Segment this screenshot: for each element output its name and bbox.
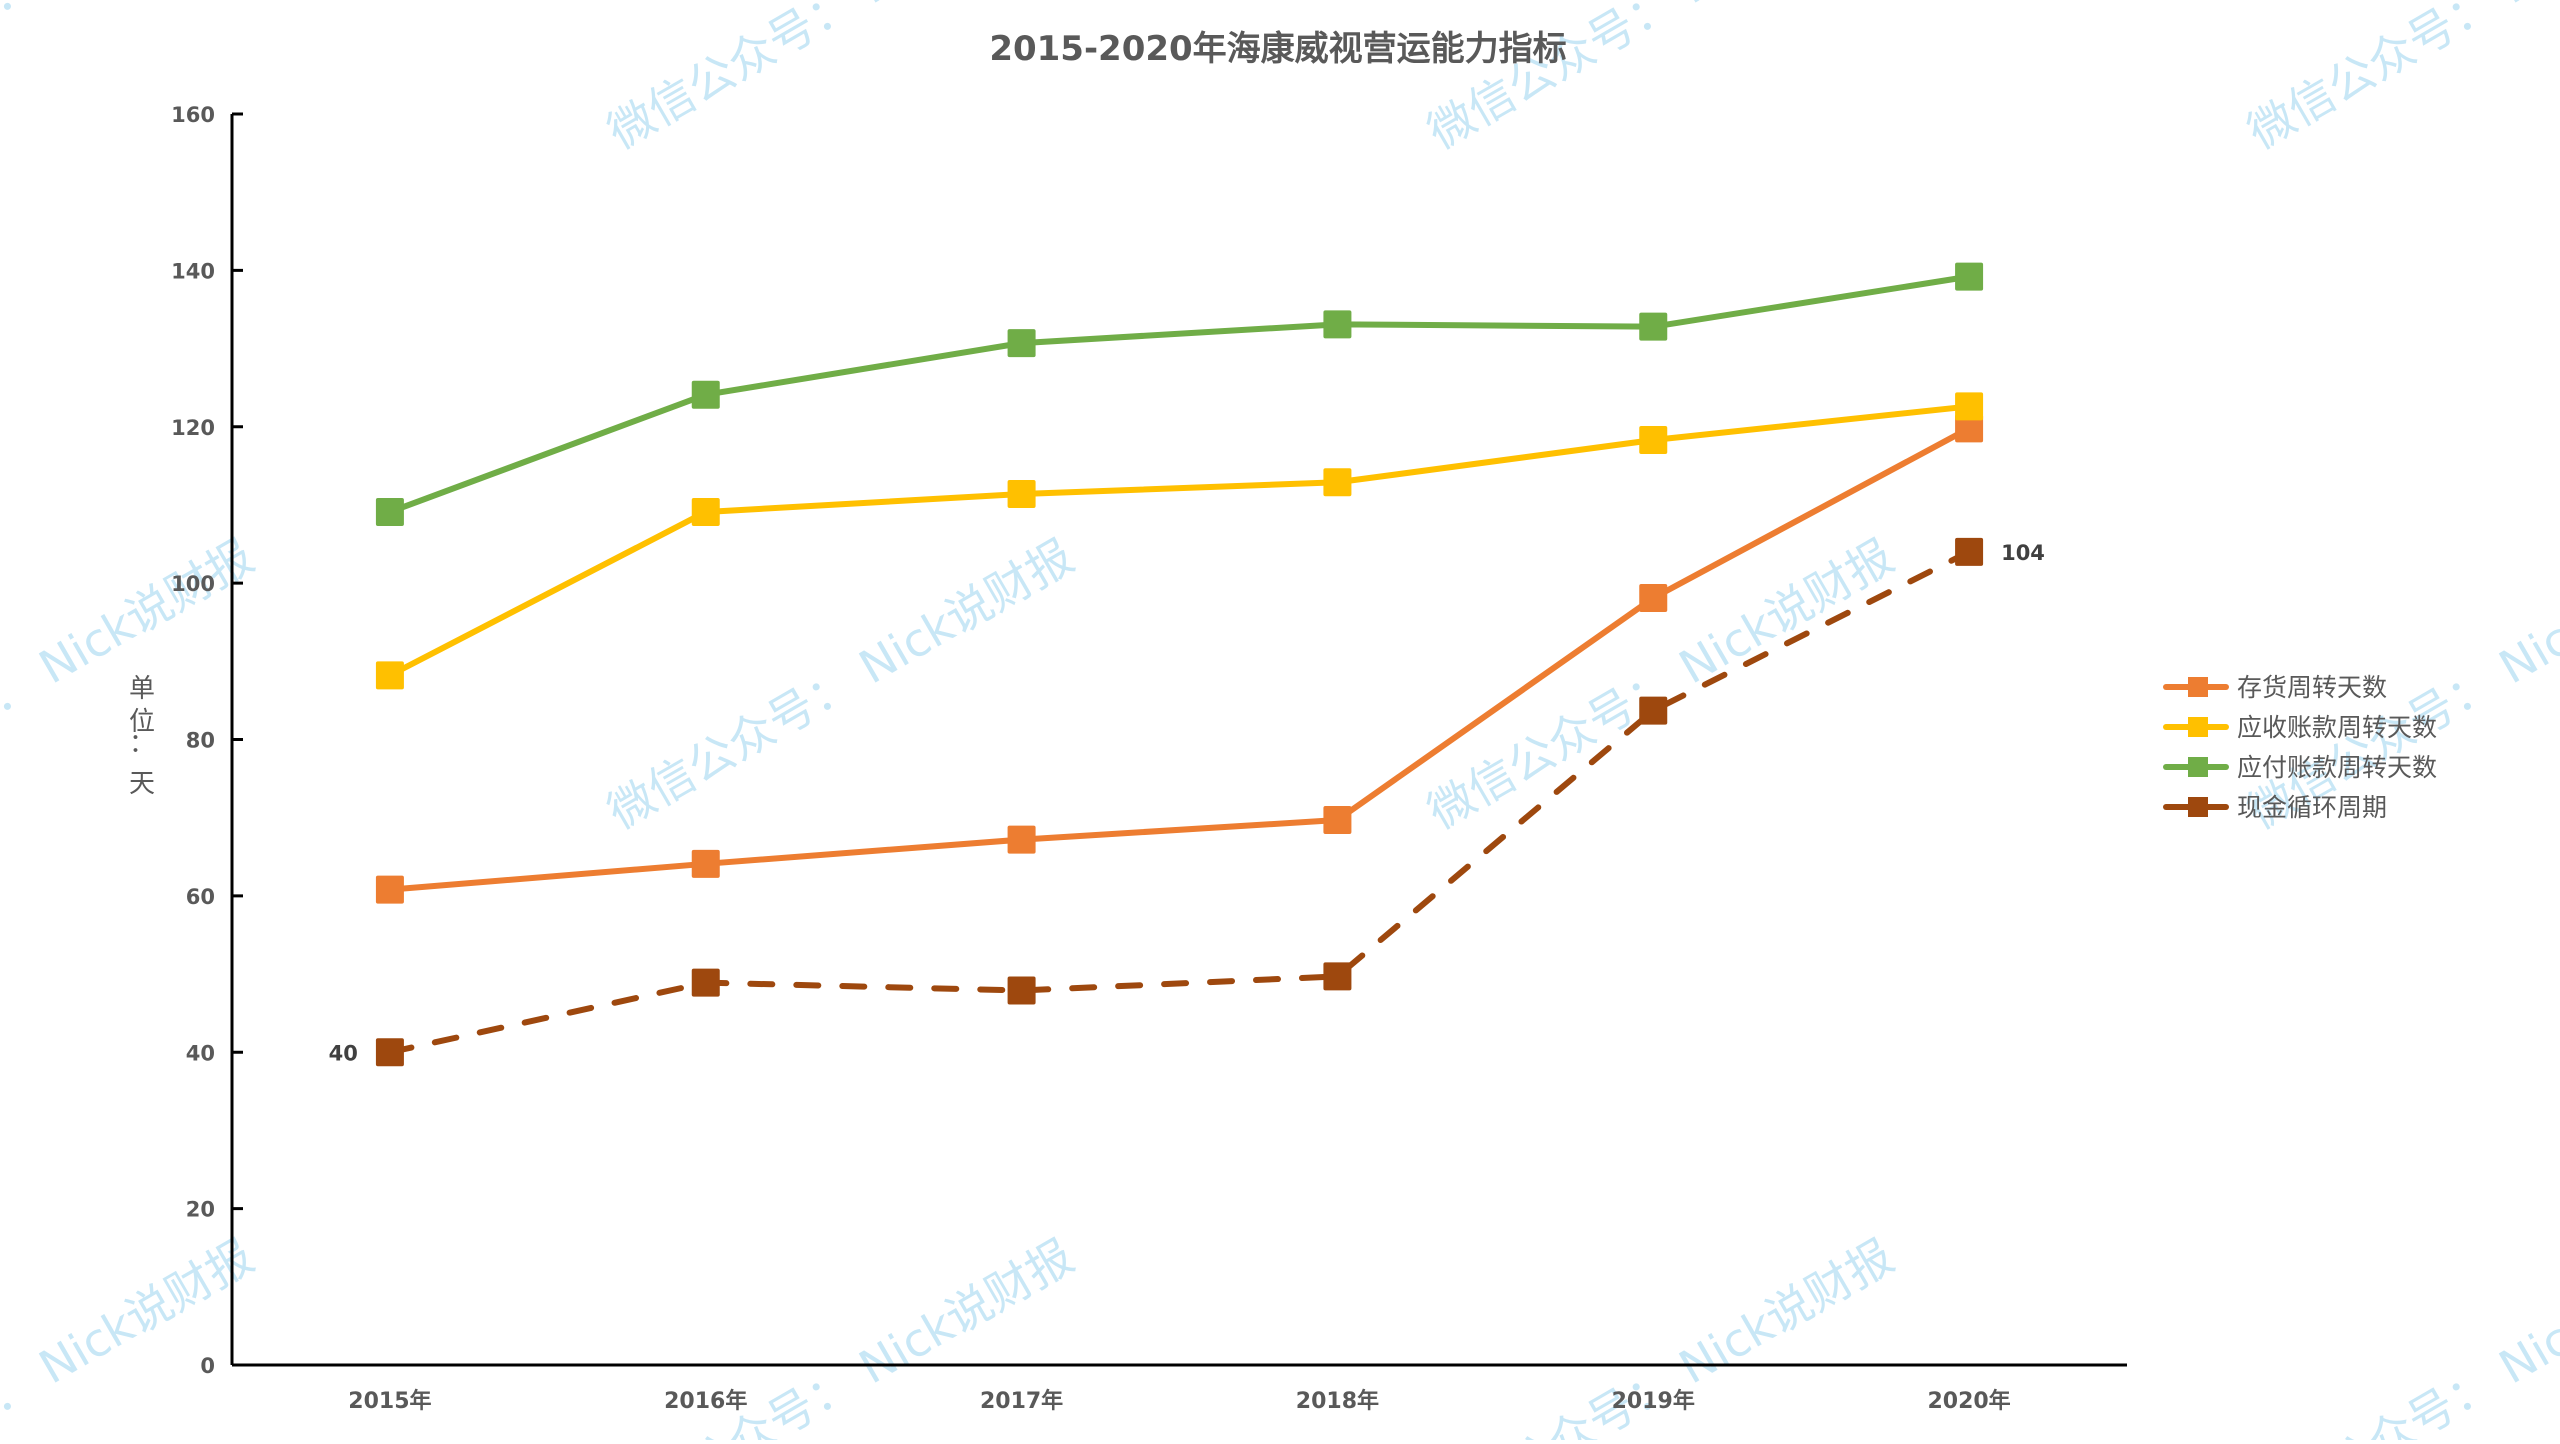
x-tick-label: 2018年 xyxy=(1296,1388,1379,1414)
y-axis-label-char: 天 xyxy=(129,769,155,799)
data-point-marker[interactable] xyxy=(1639,697,1667,725)
watermark-text: 微信公众号： Nick说财报 xyxy=(599,0,1083,160)
legend-label: 应付账款周转天数 xyxy=(2237,753,2437,782)
data-point-marker[interactable] xyxy=(1639,426,1667,454)
data-point-marker[interactable] xyxy=(1323,962,1351,990)
chart-title: 2015-2020年海康威视营运能力指标 xyxy=(989,29,1566,69)
watermark-text: 微信公众号： Nick说财报 xyxy=(2239,1229,2560,1440)
legend-item[interactable]: 现金循环周期 xyxy=(2166,793,2387,822)
legend-item[interactable]: 应收账款周转天数 xyxy=(2166,713,2437,742)
x-tick-label: 2016年 xyxy=(664,1388,747,1414)
watermark-text: 微信公众号： Nick说财报 xyxy=(1419,529,1903,840)
y-axis-label-char: 单 xyxy=(129,674,155,704)
data-point-marker[interactable] xyxy=(1008,329,1036,357)
data-point-marker[interactable] xyxy=(1639,313,1667,341)
data-point-marker[interactable] xyxy=(692,969,720,997)
legend-label: 应收账款周转天数 xyxy=(2237,713,2437,742)
data-point-marker[interactable] xyxy=(692,498,720,526)
data-label: 40 xyxy=(329,1041,358,1065)
legend-item[interactable]: 存货周转天数 xyxy=(2166,673,2387,702)
data-point-marker[interactable] xyxy=(1639,584,1667,612)
watermark-text: 微信公众号： Nick说财报 xyxy=(1419,0,1903,160)
x-tick-label: 2015年 xyxy=(348,1388,431,1414)
y-tick-label: 80 xyxy=(186,729,215,753)
y-axis-label: 单位：天 xyxy=(129,674,155,799)
data-point-marker[interactable] xyxy=(1008,480,1036,508)
data-point-marker[interactable] xyxy=(1955,263,1983,291)
y-tick-label: 20 xyxy=(186,1198,215,1222)
series-line xyxy=(390,277,1969,512)
y-tick-label: 160 xyxy=(171,103,215,127)
data-point-marker[interactable] xyxy=(1955,392,1983,420)
legend-label: 存货周转天数 xyxy=(2237,673,2387,702)
y-tick-label: 0 xyxy=(200,1354,215,1378)
legend-item[interactable]: 应付账款周转天数 xyxy=(2166,753,2437,782)
data-point-marker[interactable] xyxy=(376,876,404,904)
legend-marker-icon xyxy=(2188,717,2208,737)
watermark-text: 微信公众号： Nick说财报 xyxy=(0,1229,263,1440)
data-point-marker[interactable] xyxy=(1323,310,1351,338)
data-point-marker[interactable] xyxy=(1008,826,1036,854)
watermark-text: 微信公众号： Nick说财报 xyxy=(0,0,263,140)
y-tick-label: 100 xyxy=(171,572,215,596)
data-point-marker[interactable] xyxy=(692,850,720,878)
data-point-marker[interactable] xyxy=(1008,976,1036,1004)
y-tick-label: 60 xyxy=(186,885,215,909)
y-tick-label: 120 xyxy=(171,416,215,440)
data-point-marker[interactable] xyxy=(1955,538,1983,566)
y-tick-label: 40 xyxy=(186,1041,215,1065)
data-point-marker[interactable] xyxy=(1323,806,1351,834)
watermark-text: 微信公众号： Nick说财报 xyxy=(2239,0,2560,160)
y-axis-label-char: ： xyxy=(129,729,155,759)
legend-marker-icon xyxy=(2188,677,2208,697)
data-label: 104 xyxy=(2001,541,2045,565)
legend-marker-icon xyxy=(2188,757,2208,777)
x-tick-label: 2017年 xyxy=(980,1388,1063,1414)
data-point-marker[interactable] xyxy=(376,661,404,689)
data-point-marker[interactable] xyxy=(376,498,404,526)
legend-marker-icon xyxy=(2188,797,2208,817)
legend-label: 现金循环周期 xyxy=(2237,793,2387,822)
data-point-marker[interactable] xyxy=(692,381,720,409)
data-point-marker[interactable] xyxy=(376,1038,404,1066)
x-tick-label: 2019年 xyxy=(1612,1388,1695,1414)
y-tick-label: 140 xyxy=(171,259,215,283)
data-point-marker[interactable] xyxy=(1323,468,1351,496)
watermark-text: 微信公众号： Nick说财报 xyxy=(599,529,1083,840)
x-tick-label: 2020年 xyxy=(1927,1388,2010,1414)
